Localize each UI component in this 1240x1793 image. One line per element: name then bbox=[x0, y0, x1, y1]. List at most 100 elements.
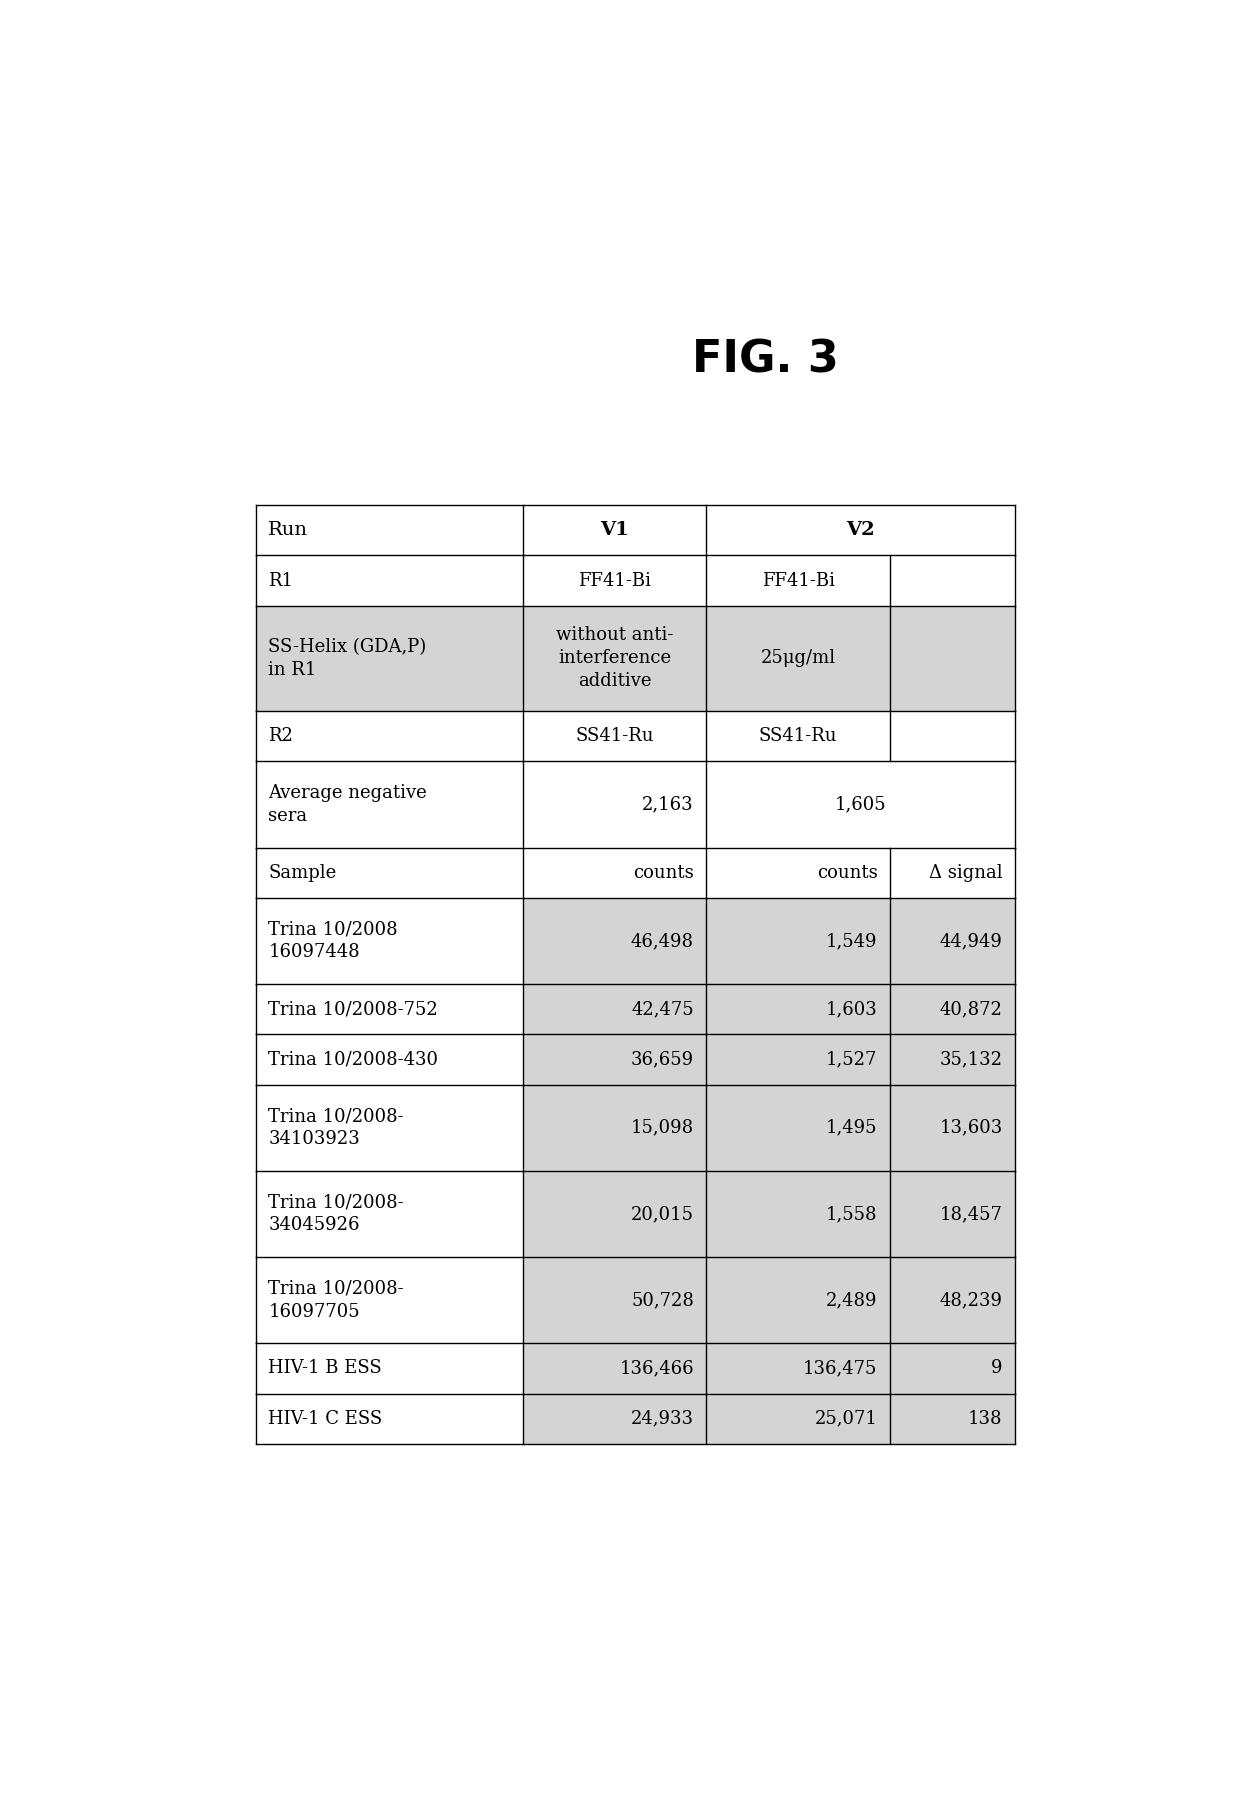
Text: 2,489: 2,489 bbox=[826, 1291, 878, 1309]
Bar bbox=[255, 1035, 523, 1085]
Bar bbox=[523, 712, 707, 762]
Text: SS41-Ru: SS41-Ru bbox=[575, 728, 653, 746]
Text: without anti-
interference
additive: without anti- interference additive bbox=[556, 626, 673, 690]
Bar bbox=[890, 1035, 1016, 1085]
Bar bbox=[523, 848, 707, 898]
Text: Trina 10/2008-752: Trina 10/2008-752 bbox=[268, 1000, 438, 1018]
Text: SS41-Ru: SS41-Ru bbox=[759, 728, 837, 746]
Bar bbox=[523, 1085, 707, 1171]
Text: 1,605: 1,605 bbox=[835, 796, 887, 814]
Bar bbox=[890, 606, 1016, 712]
Bar bbox=[890, 1085, 1016, 1171]
Bar bbox=[255, 556, 523, 606]
Bar bbox=[523, 762, 707, 848]
Bar bbox=[255, 984, 523, 1035]
Bar bbox=[523, 556, 707, 606]
Text: FF41-Bi: FF41-Bi bbox=[761, 572, 835, 590]
Bar bbox=[523, 1171, 707, 1257]
Bar bbox=[255, 712, 523, 762]
Bar bbox=[707, 506, 1016, 556]
Bar bbox=[523, 1257, 707, 1343]
Text: 9: 9 bbox=[991, 1359, 1003, 1377]
Bar bbox=[255, 1085, 523, 1171]
Bar bbox=[890, 1393, 1016, 1443]
Text: Average negative
sera: Average negative sera bbox=[268, 784, 427, 825]
Text: Trina 10/2008-430: Trina 10/2008-430 bbox=[268, 1051, 439, 1069]
Bar bbox=[707, 898, 890, 984]
Text: R1: R1 bbox=[268, 572, 294, 590]
Text: V1: V1 bbox=[600, 522, 629, 540]
Bar bbox=[707, 1085, 890, 1171]
Text: 36,659: 36,659 bbox=[631, 1051, 694, 1069]
Bar bbox=[255, 1393, 523, 1443]
Bar bbox=[523, 898, 707, 984]
Text: FF41-Bi: FF41-Bi bbox=[578, 572, 651, 590]
Text: Sample: Sample bbox=[268, 864, 336, 882]
Bar bbox=[890, 1171, 1016, 1257]
Bar bbox=[707, 1343, 890, 1393]
Bar bbox=[890, 1257, 1016, 1343]
Text: Run: Run bbox=[268, 522, 309, 540]
Text: 40,872: 40,872 bbox=[940, 1000, 1003, 1018]
Text: Trina 10/2008-
16097705: Trina 10/2008- 16097705 bbox=[268, 1280, 404, 1321]
Text: FIG. 3: FIG. 3 bbox=[692, 339, 838, 382]
Text: 136,475: 136,475 bbox=[804, 1359, 878, 1377]
Bar bbox=[707, 984, 890, 1035]
Text: 46,498: 46,498 bbox=[631, 932, 694, 950]
Bar bbox=[523, 1343, 707, 1393]
Bar bbox=[890, 556, 1016, 606]
Bar bbox=[255, 606, 523, 712]
Bar bbox=[707, 712, 890, 762]
Bar bbox=[890, 984, 1016, 1035]
Text: 44,949: 44,949 bbox=[940, 932, 1003, 950]
Text: 1,527: 1,527 bbox=[826, 1051, 878, 1069]
Text: 35,132: 35,132 bbox=[940, 1051, 1003, 1069]
Bar bbox=[255, 1343, 523, 1393]
Bar bbox=[255, 506, 523, 556]
Text: 42,475: 42,475 bbox=[631, 1000, 694, 1018]
Bar bbox=[707, 1257, 890, 1343]
Text: 1,558: 1,558 bbox=[826, 1205, 878, 1223]
Bar bbox=[523, 506, 707, 556]
Text: Trina 10/2008-
34045926: Trina 10/2008- 34045926 bbox=[268, 1194, 404, 1234]
Bar bbox=[707, 762, 1016, 848]
Text: 48,239: 48,239 bbox=[940, 1291, 1003, 1309]
Text: SS-Helix (GDA,P)
in R1: SS-Helix (GDA,P) in R1 bbox=[268, 638, 427, 680]
Bar bbox=[890, 1343, 1016, 1393]
Bar bbox=[707, 606, 890, 712]
Bar bbox=[707, 1393, 890, 1443]
Bar bbox=[255, 1257, 523, 1343]
Bar bbox=[707, 848, 890, 898]
Bar bbox=[255, 1171, 523, 1257]
Bar bbox=[707, 1171, 890, 1257]
Text: HIV-1 C ESS: HIV-1 C ESS bbox=[268, 1409, 383, 1427]
Text: 15,098: 15,098 bbox=[631, 1119, 694, 1137]
Bar bbox=[523, 1035, 707, 1085]
Text: 136,466: 136,466 bbox=[619, 1359, 694, 1377]
Text: Δ signal: Δ signal bbox=[929, 864, 1003, 882]
Bar bbox=[255, 898, 523, 984]
Text: 138: 138 bbox=[968, 1409, 1003, 1427]
Text: 20,015: 20,015 bbox=[631, 1205, 694, 1223]
Bar bbox=[890, 898, 1016, 984]
Bar bbox=[707, 1035, 890, 1085]
Text: 1,603: 1,603 bbox=[826, 1000, 878, 1018]
Text: 24,933: 24,933 bbox=[631, 1409, 694, 1427]
Text: 1,495: 1,495 bbox=[826, 1119, 878, 1137]
Text: Trina 10/2008
16097448: Trina 10/2008 16097448 bbox=[268, 920, 398, 961]
Bar bbox=[890, 712, 1016, 762]
Text: 13,603: 13,603 bbox=[940, 1119, 1003, 1137]
Text: R2: R2 bbox=[268, 728, 294, 746]
Text: HIV-1 B ESS: HIV-1 B ESS bbox=[268, 1359, 382, 1377]
Text: 18,457: 18,457 bbox=[940, 1205, 1003, 1223]
Text: 25μg/ml: 25μg/ml bbox=[760, 649, 836, 667]
Text: 25,071: 25,071 bbox=[815, 1409, 878, 1427]
Bar bbox=[890, 848, 1016, 898]
Text: counts: counts bbox=[817, 864, 878, 882]
Text: V2: V2 bbox=[847, 522, 875, 540]
Text: 2,163: 2,163 bbox=[642, 796, 694, 814]
Bar bbox=[255, 762, 523, 848]
Text: 1,549: 1,549 bbox=[826, 932, 878, 950]
Text: Trina 10/2008-
34103923: Trina 10/2008- 34103923 bbox=[268, 1108, 404, 1148]
Bar bbox=[523, 606, 707, 712]
